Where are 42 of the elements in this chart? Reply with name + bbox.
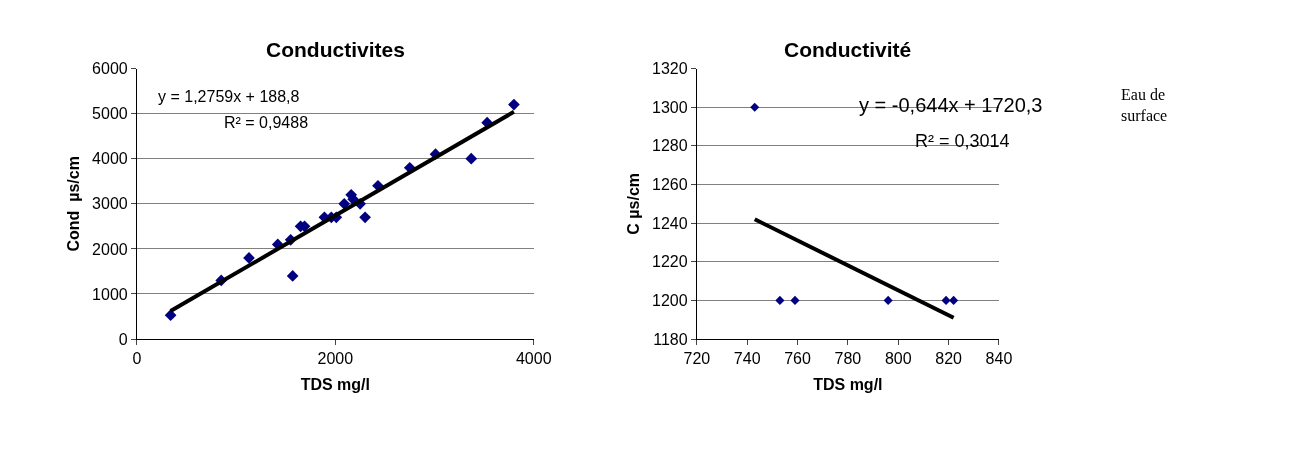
chart-title: Conductivites (266, 38, 405, 61)
x-tick-label: 2000 (317, 350, 354, 368)
x-axis-title: TDS mg/l (813, 375, 883, 393)
x-tick-label: 720 (683, 350, 711, 368)
y-tick-label: 1180 (653, 330, 688, 348)
x-tick-label: 0 (132, 350, 142, 368)
y-tick-label: 1000 (92, 285, 128, 303)
point (465, 152, 478, 165)
chart-title: Conductivité (784, 38, 912, 61)
y-tick-label: 2000 (92, 240, 128, 258)
point (359, 211, 371, 224)
annotation: R² = 0,3014 (915, 131, 1010, 151)
point (286, 270, 299, 282)
y-tick-label: 3000 (92, 195, 128, 213)
annotation: y = -0,644x + 1720,3 (859, 94, 1043, 116)
x-tick-label: 820 (935, 350, 963, 368)
point (164, 309, 177, 322)
annotation: R² = 0,9488 (224, 114, 309, 131)
y-tick-label: 6000 (92, 60, 128, 78)
x-tick-label: 840 (985, 350, 1013, 368)
y-tick-label: 1200 (652, 292, 688, 310)
y-tick-label: 1320 (652, 60, 688, 78)
x-tick-label: 760 (784, 350, 811, 368)
y-tick-label: 5000 (92, 105, 128, 123)
point (508, 98, 520, 111)
y-tick-label: 1300 (652, 98, 688, 116)
x-tick-label: 740 (733, 350, 761, 368)
x-tick-label: 4000 (515, 350, 552, 368)
y-tick-label: 1240 (652, 214, 688, 232)
x-tick-label: 780 (834, 350, 862, 368)
point (338, 197, 351, 210)
y-tick-label: 4000 (92, 150, 128, 168)
y-tick-label: 0 (118, 330, 128, 348)
y-axis-title: Cond µs/cm (64, 156, 82, 252)
y-tick-label: 1220 (652, 253, 688, 271)
y-axis-title: C µs/cm (624, 172, 642, 235)
y-tick-label: 1260 (652, 176, 688, 194)
text: Eau de surface (1121, 86, 1168, 124)
y-tick-label: 1280 (652, 137, 688, 155)
x-axis-title: TDS mg/l (300, 375, 370, 393)
x-tick-label: 800 (884, 350, 912, 368)
annotation: y = 1,2759x + 188,8 (158, 88, 300, 105)
